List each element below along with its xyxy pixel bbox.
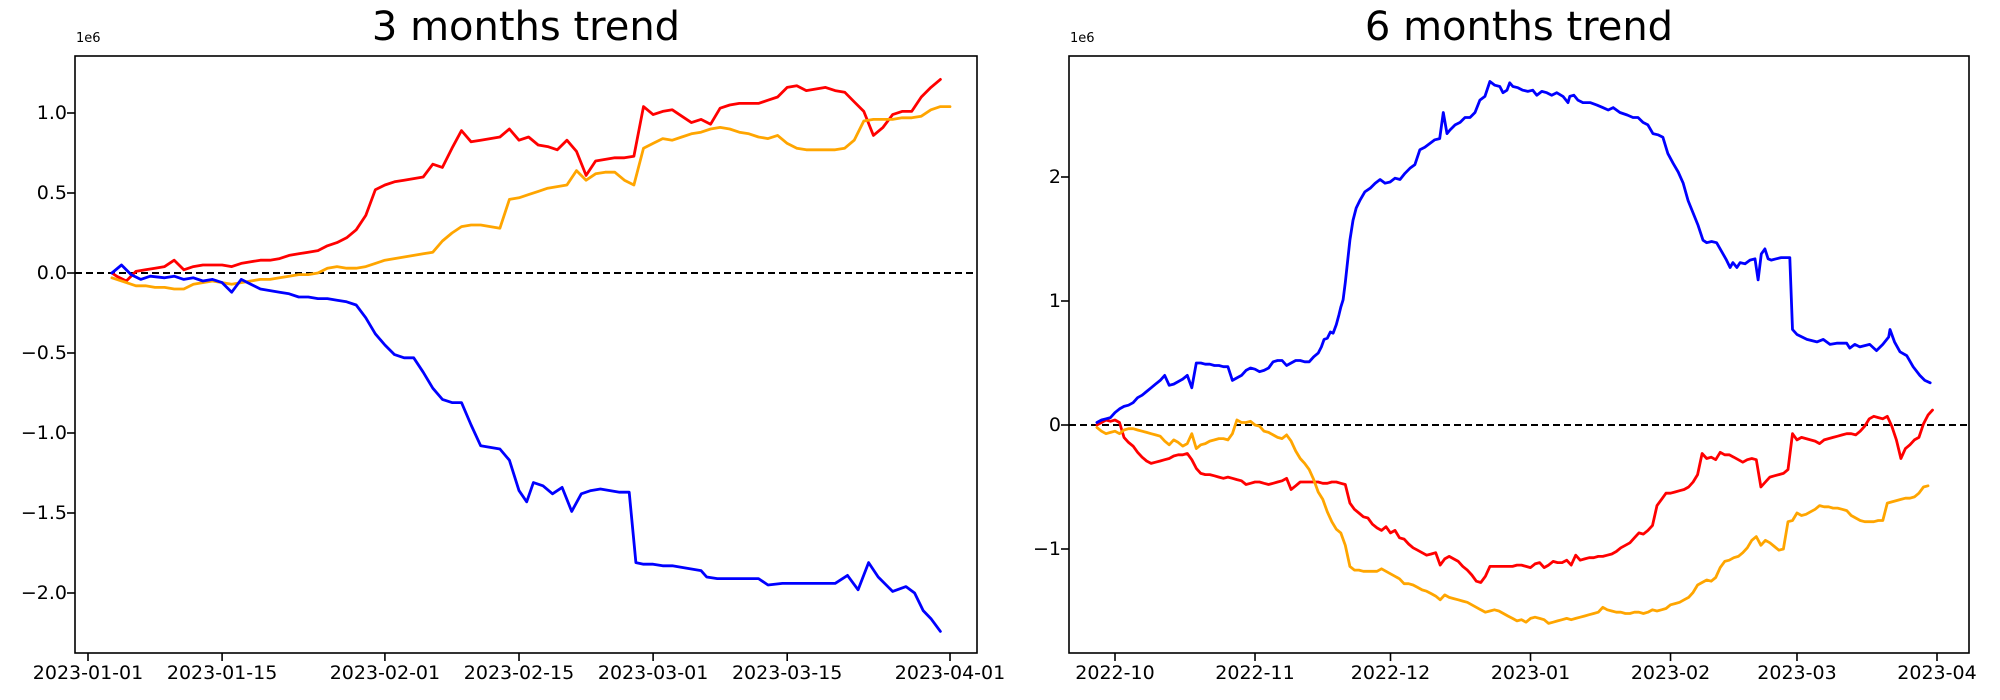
y-tick-label: −2.0 [20,582,67,604]
y-tick-label: 0 [1048,414,1061,436]
y-tick-label: −0.5 [20,342,67,364]
y-tick-label: −1.0 [20,422,67,444]
chart-title-3-months-trend: 3 months trend [371,4,681,50]
x-tick-label: 2023-02 [1630,662,1711,684]
series-line-orange [1095,418,1930,625]
y-axis-scale-offset-left: 1e6 [76,31,101,46]
y-tick-label: −1 [1032,538,1061,560]
x-tick-label: 2022-10 [1075,662,1155,684]
axes-frame [74,55,978,654]
y-tick-label: 0.0 [36,262,67,284]
x-tick-label: 2022-11 [1215,662,1295,684]
x-tick-label: 2023-03-01 [597,662,709,684]
x-tick-label: 2023-01-01 [32,662,144,684]
x-tick-label: 2023-04 [1897,662,1977,684]
x-tick-label: 2023-03 [1757,662,1837,684]
y-tick-label: −1.5 [20,502,67,524]
x-tick-label: 2023-01-15 [166,662,278,684]
series-line-red [110,78,942,283]
y-tick-label: 2 [1048,166,1061,188]
series-line-orange [110,105,952,291]
series-line-blue [110,263,942,633]
x-tick-label: 2023-02-01 [329,662,441,684]
y-tick-label: 0.5 [36,182,67,204]
series-line-red [1095,408,1934,584]
x-tick-label: 2023-01 [1490,662,1571,684]
y-tick-label: 1.0 [36,102,67,124]
series-line-blue [1095,80,1932,424]
x-tick-label: 2022-12 [1350,662,1431,684]
x-tick-label: 2023-03-15 [731,662,843,684]
axes-frame [1068,55,1970,654]
y-tick-label: 1 [1048,290,1061,312]
chart-title-6-months-trend: 6 months trend [1364,4,1674,50]
x-tick-label: 2023-04-01 [894,662,1006,684]
y-axis-scale-offset-right: 1e6 [1070,31,1095,46]
x-tick-label: 2023-02-15 [463,662,575,684]
